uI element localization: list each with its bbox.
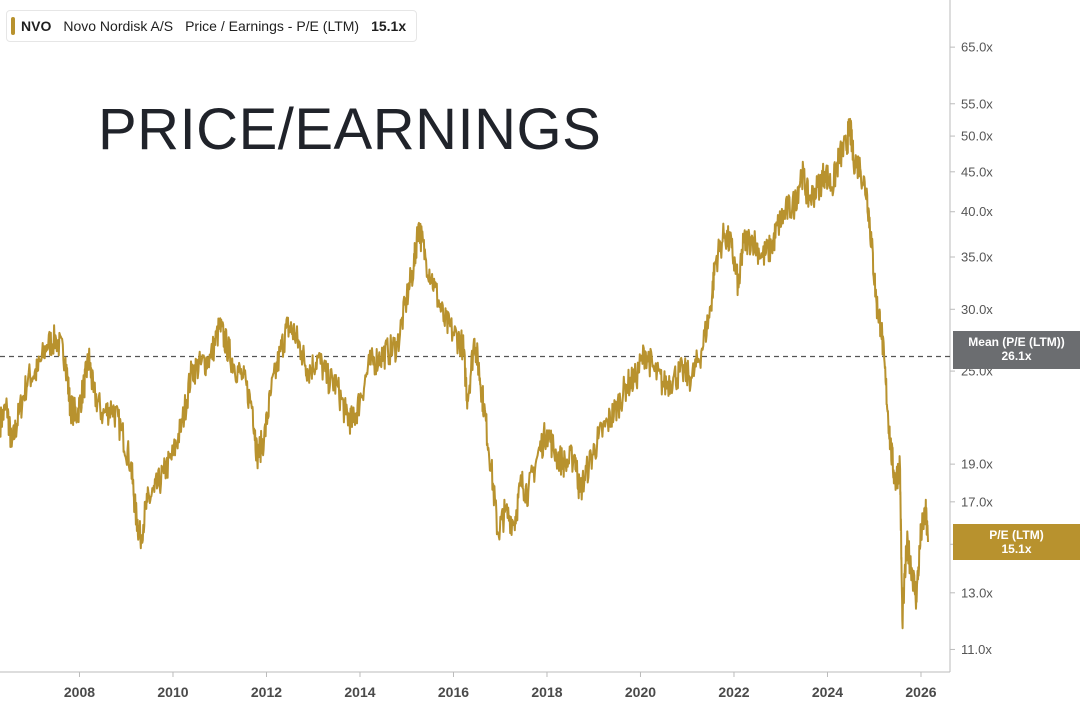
legend-value: 15.1x <box>371 18 407 34</box>
current-tag-label: P/E (LTM) <box>989 528 1044 542</box>
x-tick-label: 2010 <box>157 684 188 700</box>
series-swatch <box>11 17 15 35</box>
x-axis: 2008 2010 2012 2014 2016 2018 2020 2022 2024 2026 <box>64 672 937 700</box>
legend-ticker: NVO <box>21 18 52 34</box>
pe-series-line <box>0 117 929 630</box>
y-tick-label: 13.0x <box>961 585 993 600</box>
y-tick-label: 11.0x <box>961 642 992 657</box>
mean-tag: Mean (P/E (LTM)) 26.1x <box>953 331 1080 369</box>
legend-box[interactable]: NVO Novo Nordisk A/S Price / Earnings - … <box>6 10 418 42</box>
x-tick-label: 2024 <box>812 684 843 700</box>
y-tick-label: 45.0x <box>961 164 993 179</box>
x-tick-label: 2020 <box>625 684 656 700</box>
current-tag-value: 15.1x <box>1001 542 1032 556</box>
legend-company: Novo Nordisk A/S <box>63 18 174 34</box>
y-tick-label: 55.0x <box>961 96 993 111</box>
y-tick-label: 19.0x <box>961 457 993 472</box>
x-tick-label: 2014 <box>344 684 375 700</box>
y-tick-label: 40.0x <box>961 204 993 219</box>
y-tick-label: 35.0x <box>961 250 993 265</box>
y-tick-label: 17.0x <box>961 494 993 509</box>
y-tick-label: 65.0x <box>961 40 993 55</box>
x-tick-label: 2012 <box>251 684 282 700</box>
mean-tag-label: Mean (P/E (LTM)) <box>968 335 1065 349</box>
mean-tag-value: 26.1x <box>1001 349 1032 363</box>
x-tick-label: 2018 <box>531 684 562 700</box>
x-tick-label: 2022 <box>718 684 749 700</box>
x-tick-label: 2008 <box>64 684 95 700</box>
x-tick-label: 2016 <box>438 684 469 700</box>
x-tick-label: 2026 <box>905 684 936 700</box>
current-value-tag: P/E (LTM) 15.1x <box>953 524 1080 560</box>
y-tick-label: 30.0x <box>961 302 993 317</box>
headline: PRICE/EARNINGS <box>98 97 602 162</box>
y-tick-label: 50.0x <box>961 129 993 144</box>
legend-metric: Price / Earnings - P/E (LTM) <box>185 18 360 34</box>
